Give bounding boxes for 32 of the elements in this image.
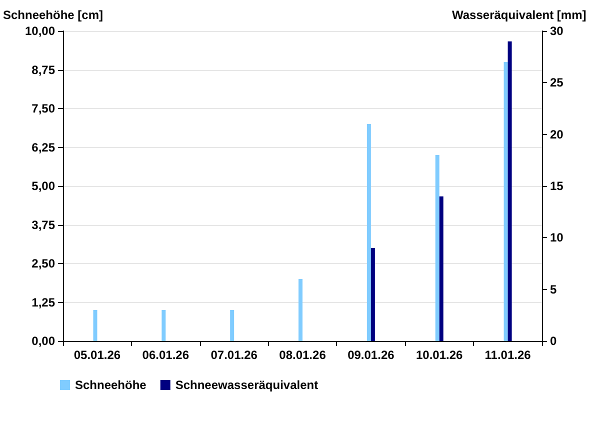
y2-tick-label: 0 [550, 334, 557, 348]
y-tick-label: 7,50 [32, 102, 56, 116]
bar [366, 124, 371, 341]
y-axis-title: Schneehöhe [cm] [2, 8, 104, 22]
y-tick-label: 3,75 [32, 218, 56, 232]
bar [93, 310, 98, 341]
y-tick-label: 2,50 [32, 256, 56, 270]
y-tick-label: 0,00 [32, 334, 56, 348]
y2-tick-label: 20 [550, 127, 564, 142]
y-tick-label: 1,25 [32, 295, 56, 310]
x-tick-label: 07.01.26 [210, 348, 258, 362]
legend-label: Schneehöhe [75, 378, 147, 392]
x-tick-label: 09.01.26 [348, 348, 395, 362]
x-tick-label: 05.01.26 [74, 348, 121, 362]
x-tick-label: 08.01.26 [279, 348, 326, 362]
y2-tick-label: 30 [550, 24, 564, 38]
x-tick-label: 11.01.26 [484, 348, 532, 362]
y2-tick-label: 25 [550, 76, 564, 90]
y2-tick-label: 5 [550, 282, 557, 296]
y-tick-label: 6,25 [32, 140, 56, 154]
y-tick-label: 8,75 [32, 62, 56, 77]
y2-tick-label: 10 [550, 230, 564, 245]
legend-label: Schneewasseräquivalent [175, 378, 318, 392]
bar [298, 279, 303, 341]
x-tick-label: 06.01.26 [142, 348, 190, 362]
y2-axis-title: Wasseräquivalent [mm] [452, 8, 586, 22]
bar [230, 310, 234, 341]
bar [162, 310, 166, 341]
y-tick-label: 10,00 [24, 24, 56, 38]
x-tick-label: 10.01.26 [416, 348, 464, 362]
y2-tick-label: 15 [550, 179, 564, 193]
y-tick-label: 5,00 [32, 179, 56, 193]
